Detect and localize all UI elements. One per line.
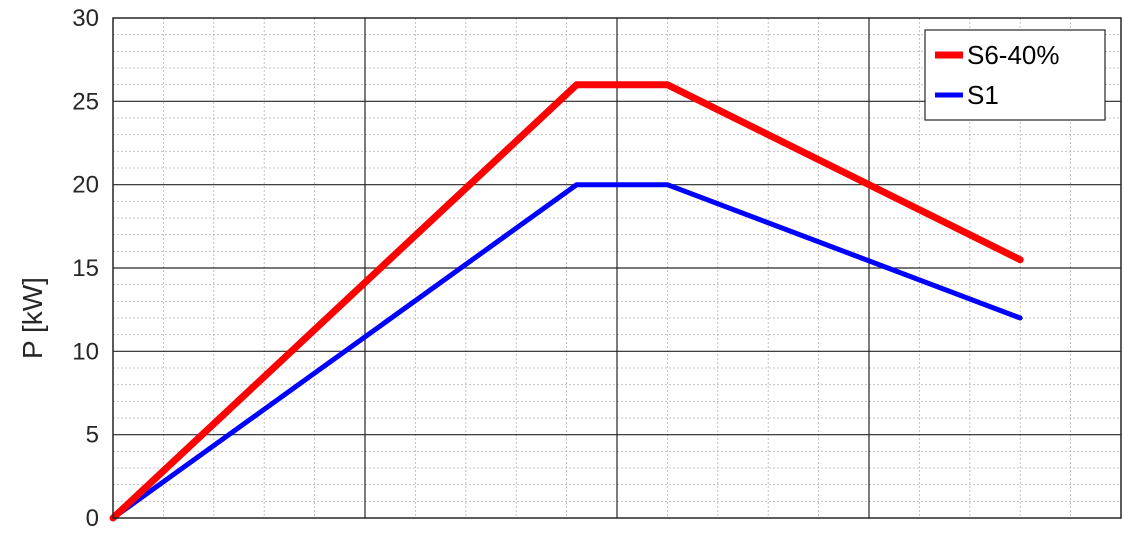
plot-frame [112,17,1122,519]
y-axis-label: P [kW] [17,277,48,359]
y-tick-label: 0 [86,505,99,532]
y-tick-label: 25 [72,88,99,115]
y-tick-label: 30 [72,5,99,32]
legend: S6-40% S1 [924,29,1106,121]
y-tick-label: 15 [72,255,99,282]
y-tick-label: 5 [86,422,99,449]
legend-label-s1: S1 [967,80,999,110]
y-tick-label: 20 [72,172,99,199]
y-tick-label: 10 [72,338,99,365]
series-line-s1 [110,182,1023,521]
series-layer [109,81,1024,522]
y-tick-labels: 0 5 10 15 20 25 30 [72,5,99,532]
series-line-s6 [109,81,1024,522]
legend-label-s6: S6-40% [967,40,1060,70]
legend-box [924,29,1106,121]
